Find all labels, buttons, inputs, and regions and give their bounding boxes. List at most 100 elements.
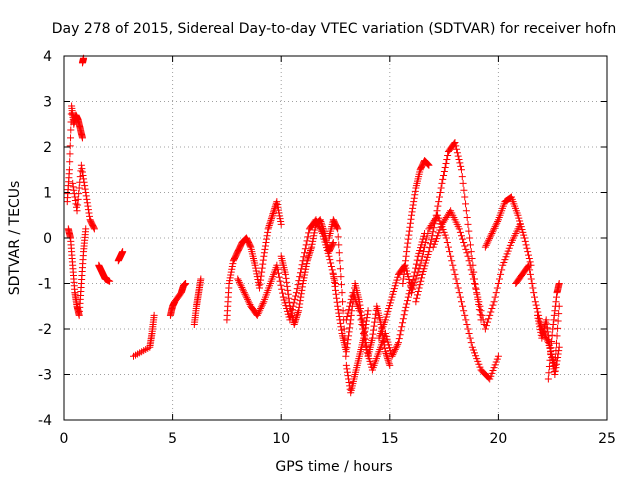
data-point [408, 208, 416, 216]
data-point [255, 308, 263, 316]
data-point [66, 158, 74, 166]
data-point [490, 224, 498, 232]
data-point [555, 343, 563, 351]
data-point [520, 234, 528, 242]
data-point [272, 199, 280, 207]
data-point [492, 289, 500, 297]
data-point [550, 368, 558, 376]
data-point [295, 307, 303, 315]
data-point [553, 339, 561, 347]
data-point [267, 216, 275, 224]
data-point [453, 280, 461, 287]
x-tick-label: 20 [489, 431, 507, 447]
data-point [344, 309, 352, 317]
data-point [399, 315, 407, 323]
data-point [297, 290, 305, 298]
data-point [405, 231, 413, 239]
data-point [357, 316, 365, 324]
data-point [275, 209, 283, 217]
data-point [524, 262, 532, 270]
data-point [465, 227, 473, 235]
data-point [292, 292, 300, 300]
data-point [438, 179, 446, 187]
data-point [346, 324, 354, 332]
data-point [409, 201, 417, 209]
data-point [440, 167, 448, 175]
data-point [381, 348, 389, 356]
x-tick-labels: 0 5 10 15 20 25 [60, 431, 616, 447]
data-point [294, 281, 302, 289]
x-tick-label: 5 [168, 431, 177, 447]
data-point [326, 256, 334, 264]
data-point [537, 331, 545, 339]
data-point [381, 344, 389, 352]
data-point [467, 339, 475, 347]
data-point [434, 211, 442, 219]
data-point [507, 194, 515, 202]
data-point [362, 317, 370, 325]
data-point [525, 254, 533, 262]
data-point [485, 236, 493, 244]
data-point [80, 175, 88, 183]
data-point [236, 280, 244, 288]
data-point [253, 270, 261, 278]
data-point [401, 307, 409, 315]
data-point [150, 311, 158, 319]
data-point [418, 270, 426, 278]
data-point [67, 110, 75, 118]
data-point [345, 378, 353, 386]
data-point [382, 313, 390, 321]
data-point [274, 265, 282, 273]
data-point [499, 261, 507, 269]
data-point [370, 326, 378, 334]
data-point [456, 159, 464, 167]
data-point [345, 306, 353, 314]
data-point [82, 225, 90, 233]
data-point [436, 189, 444, 196]
y-tick-label: -3 [38, 368, 52, 384]
data-point [81, 182, 89, 190]
data-point [520, 231, 528, 239]
data-point [456, 228, 464, 236]
data-point [466, 334, 474, 342]
data-point [331, 282, 339, 290]
data-point [459, 302, 467, 310]
data-point [544, 375, 552, 383]
data-point [301, 249, 309, 257]
data-point [416, 244, 424, 252]
data-point [345, 328, 353, 336]
data-point [477, 307, 485, 315]
data-point [491, 293, 499, 301]
data-point [335, 249, 343, 257]
data-point [342, 361, 350, 369]
data-point [278, 285, 286, 293]
data-point [106, 277, 114, 285]
data-point [227, 268, 235, 276]
data-point [335, 241, 343, 249]
data-point [422, 239, 430, 247]
data-point [436, 226, 444, 234]
data-point [385, 305, 393, 313]
data-point [402, 264, 410, 272]
x-tick-label: 0 [60, 431, 69, 447]
data-point [298, 283, 306, 291]
data-point [310, 229, 318, 237]
data-point [417, 277, 425, 285]
data-point [337, 323, 345, 331]
y-tick-label: 0 [43, 231, 52, 247]
data-point [302, 262, 310, 270]
data-point [360, 334, 368, 342]
data-point [427, 236, 435, 244]
data-point [72, 200, 80, 208]
data-point [261, 245, 269, 253]
data-point [274, 206, 282, 214]
data-point [476, 311, 484, 319]
data-point [529, 284, 537, 292]
data-point [66, 150, 74, 158]
data-point [405, 227, 413, 235]
data-point [253, 311, 261, 319]
data-point [435, 229, 443, 237]
data-point [424, 250, 432, 258]
data-point [416, 247, 424, 255]
data-point [413, 291, 421, 299]
